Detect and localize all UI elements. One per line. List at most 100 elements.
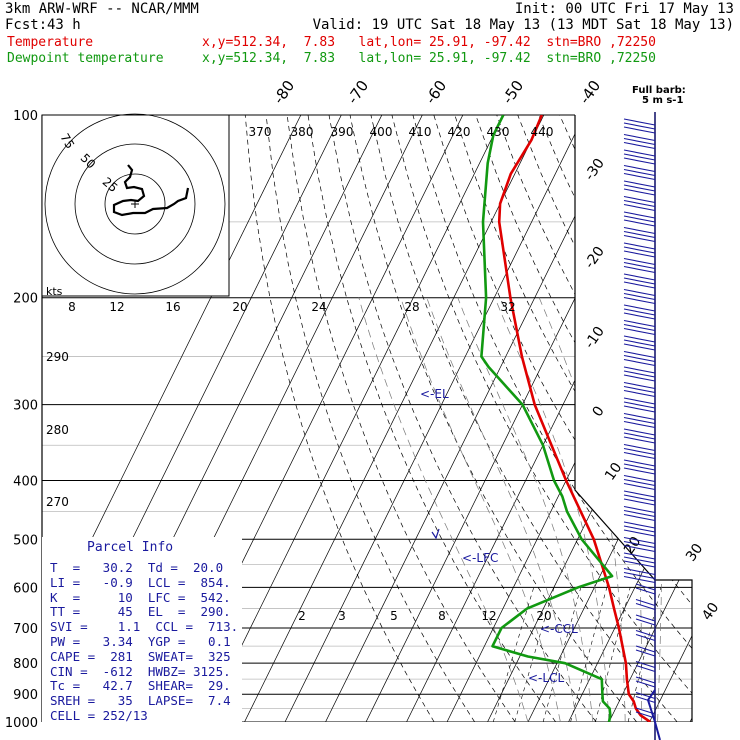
dry-adiabat-line	[286, 115, 516, 722]
dewpoint-profile	[480, 115, 614, 722]
parcel-info-row: CIN = -612 HWBZ= 3125.	[50, 663, 231, 679]
theta-label: 440	[531, 125, 554, 139]
wind-barb	[623, 350, 656, 367]
right-temperature-label: 10	[602, 460, 625, 484]
wind-barb	[623, 164, 656, 181]
hodograph-units: kts	[46, 285, 63, 298]
wind-barb	[623, 567, 656, 584]
isotherm-line	[689, 115, 692, 722]
mixing-ratio-line	[595, 587, 631, 722]
top-temperature-label: -70	[344, 77, 373, 107]
right-temperature-label: -30	[582, 156, 608, 184]
wind-barb	[635, 598, 656, 611]
init-time: Init: 00 UTC Fri 17 May 13	[514, 1, 734, 17]
parcel-info-row: SVI = 1.1 CCL = 713.	[50, 619, 239, 635]
right-temperature-label: -10	[582, 324, 608, 352]
dewpoint-legend-info: x,y=512.34, 7.83 lat,lon= 25.91, -97.42 …	[202, 51, 656, 66]
isotherm-line	[446, 115, 692, 722]
speed-scale-label: 28	[404, 300, 419, 314]
theta-label: 410	[409, 125, 432, 139]
parcel-info-row: LI = -0.9 LCL = 854.	[50, 574, 231, 590]
wind-barb	[623, 319, 656, 336]
wind-barb	[623, 490, 656, 506]
forecast-label: Fcst:	[5, 17, 48, 33]
mixing-ratio-line	[492, 587, 535, 722]
speed-scale-label: 24	[311, 300, 326, 314]
level-label: <-LFC	[462, 551, 498, 565]
theta-label: 380	[291, 125, 314, 139]
dry-adiabat-line	[265, 115, 475, 722]
wind-barb	[623, 211, 656, 227]
dry-adiabat-line	[328, 115, 597, 722]
theta-label: 390	[331, 125, 354, 139]
wind-barb	[623, 459, 656, 475]
pressure-label: 700	[13, 622, 38, 637]
wind-barb	[635, 660, 656, 673]
speed-scale-label: 8	[68, 300, 76, 314]
wind-barb	[623, 521, 656, 537]
parcel-marker	[431, 528, 440, 540]
moist-adiabat-line	[457, 297, 594, 722]
right-temperature-label: 0	[590, 403, 608, 419]
isotherm-line	[608, 115, 692, 722]
wind-barb	[623, 474, 656, 491]
parcel-info-row: CELL = 252/13	[50, 707, 148, 723]
moist-adiabat-line	[358, 297, 529, 722]
hodograph-trace	[112, 164, 190, 217]
right-temperature-label: 40	[699, 600, 722, 624]
pressure-label: 100	[13, 109, 38, 124]
theta-left-label: 280	[46, 423, 69, 437]
wind-barb	[635, 645, 656, 657]
surface-wind-barb	[646, 689, 661, 740]
wind-barb	[623, 118, 656, 134]
right-temperature-label: -20	[582, 244, 608, 272]
mixing-ratio-line	[627, 587, 662, 722]
dry-adiabat-line	[244, 115, 435, 722]
wind-barb	[623, 536, 656, 553]
speed-scale-label: 12	[109, 300, 124, 314]
wind-barb	[635, 583, 656, 595]
parcel-info-row: Tc = 42.7 SHEAR= 29.	[50, 678, 231, 694]
moist-adiabat-line	[538, 297, 626, 722]
wind-barb	[623, 505, 656, 522]
wind-barb	[623, 149, 656, 165]
dry-adiabat-line	[601, 115, 692, 722]
mixing-ratio-label: 8	[438, 609, 446, 623]
wind-barb	[623, 288, 656, 305]
pressure-label: 900	[13, 688, 38, 703]
hodograph-ring-label: 75	[57, 131, 77, 151]
isotherm-line	[244, 115, 545, 722]
wind-barb	[623, 257, 656, 274]
isotherm-line	[731, 115, 740, 722]
parcel-info-row: CAPE = 281 SWEAT= 325	[50, 648, 231, 664]
parcel-info-row: TT = 45 EL = 290.	[50, 604, 231, 620]
theta-label: 370	[249, 125, 272, 139]
pressure-label: 600	[13, 581, 38, 596]
parcel-info-title: Parcel Info	[87, 540, 174, 555]
speed-scale-label: 32	[500, 300, 515, 314]
dewpoint-legend-name: Dewpoint temperature	[7, 51, 164, 66]
wind-barb	[635, 676, 656, 688]
theta-label: 400	[370, 125, 393, 139]
dry-adiabat-line	[622, 115, 692, 722]
wind-barb	[623, 397, 656, 413]
mixing-ratio-label: 20	[536, 609, 551, 623]
mixing-ratio-line	[514, 587, 555, 722]
wind-barb	[623, 273, 656, 289]
hodograph-ring	[44, 113, 226, 295]
wind-barb	[635, 614, 656, 626]
wind-barb	[623, 195, 656, 212]
dry-adiabat-line	[685, 115, 692, 722]
isotherm-line	[649, 115, 692, 722]
hodograph-ring	[74, 143, 196, 265]
parcel-info-row: T = 30.2 Td = 20.0	[50, 560, 224, 575]
theta-label: 420	[448, 125, 471, 139]
level-label: <-CCL	[540, 622, 578, 636]
wind-barb	[623, 443, 656, 460]
hodograph-ring	[104, 173, 166, 235]
wind-barb	[623, 226, 656, 243]
model-name: 3km ARW-WRF -- NCAR/MMM	[5, 1, 199, 17]
temperature-legend-name: Temperature	[7, 35, 94, 50]
pressure-label: 400	[13, 474, 38, 489]
